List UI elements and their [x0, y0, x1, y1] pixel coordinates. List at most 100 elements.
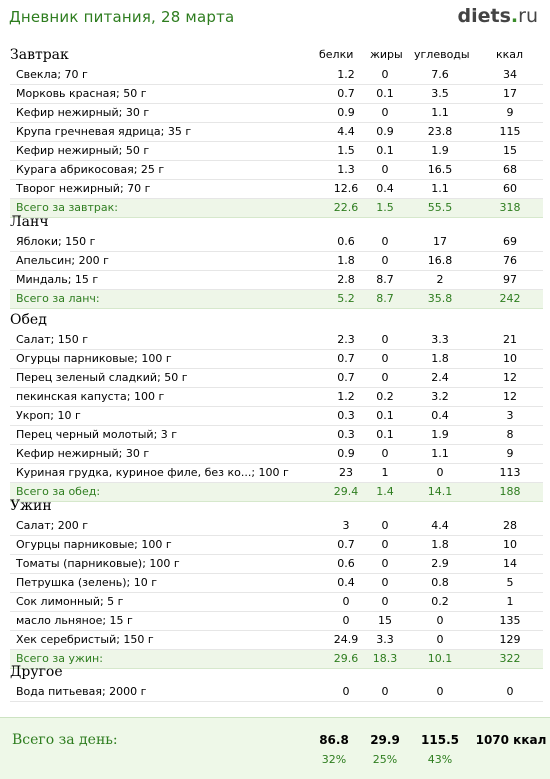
- kcal-cell: 17: [503, 87, 517, 100]
- protein-cell: 23: [339, 466, 353, 479]
- carbs-cell: 3.3: [431, 333, 449, 346]
- protein-cell: 22.6: [333, 201, 359, 214]
- carbs-cell: 7.6: [431, 68, 449, 81]
- food-row[interactable]: Кефир нежирный; 30 г 0.9 0 1.1 9: [10, 104, 543, 123]
- food-name: Курага абрикосовая; 25 г: [16, 163, 165, 176]
- fat-cell: 0: [381, 595, 389, 608]
- food-name: Яблоки; 150 г: [16, 235, 96, 248]
- food-row[interactable]: Хек серебристый; 150 г 24.9 3.3 0 129: [10, 631, 543, 650]
- section-total-row: Всего за ужин: 29.6 18.3 10.1 322: [10, 650, 543, 669]
- food-row[interactable]: Крупа гречневая ядрица; 35 г 4.4 0.9 23.8 11…: [10, 123, 543, 142]
- protein-cell: 3: [342, 519, 350, 532]
- food-name: Кефир нежирный; 50 г: [16, 144, 150, 157]
- fat-cell: 0: [381, 447, 389, 460]
- fat-cell: 0: [381, 557, 389, 570]
- food-row[interactable]: Апельсин; 200 г 1.8 0 16.8 76: [10, 252, 543, 271]
- food-row[interactable]: Укроп; 10 г 0.3 0.1 0.4 3: [10, 407, 543, 426]
- food-row[interactable]: Томаты (парниковые); 100 г 0.6 0 2.9 14: [10, 555, 543, 574]
- food-row[interactable]: Перец черный молотый; 3 г 0.3 0.1 1.9 8: [10, 426, 543, 445]
- carbs-cell: 35.8: [427, 292, 453, 305]
- food-row[interactable]: Петрушка (зелень); 10 г 0.4 0 0.8 5: [10, 574, 543, 593]
- fat-cell: 0: [381, 538, 389, 551]
- page-header: Дневник питания, 28 марта diets.ru: [0, 0, 550, 36]
- protein-cell: 1.3: [337, 163, 355, 176]
- food-row[interactable]: Свекла; 70 г 1.2 0 7.6 34: [10, 66, 543, 85]
- section-total-label: Всего за завтрак:: [16, 201, 119, 214]
- carbs-cell: 1.9: [431, 428, 449, 441]
- protein-cell: 1.5: [337, 144, 355, 157]
- fat-cell: 0: [381, 68, 389, 81]
- kcal-cell: 68: [503, 163, 517, 176]
- carbs-cell: 1.1: [431, 182, 449, 195]
- page-title: Дневник питания, 28 марта: [9, 8, 235, 26]
- fat-cell: 8.7: [376, 273, 394, 286]
- fat-cell: 1.4: [376, 485, 394, 498]
- site-logo[interactable]: diets.ru: [458, 5, 538, 27]
- logo-tld: ru: [518, 5, 538, 27]
- section-title: Другое: [10, 664, 63, 680]
- food-row[interactable]: Перец зеленый сладкий; 50 г 0.7 0 2.4 12: [10, 369, 543, 388]
- day-total-kcal: 1070 ккал: [475, 733, 547, 747]
- section-title: Завтрак: [10, 47, 69, 63]
- protein-cell: 0.3: [337, 428, 355, 441]
- fat-cell: 0: [381, 254, 389, 267]
- col-header-protein: белки: [319, 48, 354, 61]
- kcal-cell: 10: [503, 352, 517, 365]
- protein-cell: 2.8: [337, 273, 355, 286]
- food-row[interactable]: Вода питьевая; 2000 г 0 0 0 0: [10, 683, 543, 702]
- protein-cell: 0.4: [337, 576, 355, 589]
- food-name: Кефир нежирный; 30 г: [16, 106, 150, 119]
- food-row[interactable]: Салат; 150 г 2.3 0 3.3 21: [10, 331, 543, 350]
- food-name: Кефир нежирный; 30 г: [16, 447, 150, 460]
- protein-cell: 1.8: [337, 254, 355, 267]
- carbs-cell: 0: [436, 614, 444, 627]
- kcal-cell: 9: [506, 447, 514, 460]
- kcal-cell: 1: [506, 595, 514, 608]
- carbs-cell: 1.8: [431, 538, 449, 551]
- carbs-cell: 0.2: [431, 595, 449, 608]
- food-row[interactable]: Миндаль; 15 г 2.8 8.7 2 97: [10, 271, 543, 290]
- food-row[interactable]: Огурцы парниковые; 100 г 0.7 0 1.8 10: [10, 350, 543, 369]
- food-row[interactable]: Огурцы парниковые; 100 г 0.7 0 1.8 10: [10, 536, 543, 555]
- food-row[interactable]: Салат; 200 г 3 0 4.4 28: [10, 517, 543, 536]
- fat-cell: 0.1: [376, 144, 394, 157]
- fat-cell: 18.3: [372, 652, 398, 665]
- fat-cell: 0: [381, 685, 389, 698]
- food-row[interactable]: Морковь красная; 50 г 0.7 0.1 3.5 17: [10, 85, 543, 104]
- protein-cell: 0.7: [337, 87, 355, 100]
- food-name: Салат; 150 г: [16, 333, 89, 346]
- section-rows: Салат; 200 г 3 0 4.4 28 Огурцы парниковые; 10…: [10, 517, 543, 669]
- food-name: масло льняное; 15 г: [16, 614, 133, 627]
- protein-cell: 29.6: [333, 652, 359, 665]
- protein-cell: 0.9: [337, 106, 355, 119]
- food-row[interactable]: Кефир нежирный; 30 г 0.9 0 1.1 9: [10, 445, 543, 464]
- fat-cell: 0: [381, 333, 389, 346]
- kcal-cell: 10: [503, 538, 517, 551]
- day-total-protein: 86.8: [319, 733, 349, 747]
- kcal-cell: 15: [503, 144, 517, 157]
- food-row[interactable]: Курага абрикосовая; 25 г 1.3 0 16.5 68: [10, 161, 543, 180]
- carbs-cell: 2.4: [431, 371, 449, 384]
- food-row[interactable]: масло льняное; 15 г 0 15 0 135: [10, 612, 543, 631]
- food-row[interactable]: Творог нежирный; 70 г 12.6 0.4 1.1 60: [10, 180, 543, 199]
- logo-dot: .: [510, 5, 519, 27]
- food-row[interactable]: пекинская капуста; 100 г 1.2 0.2 3.2 12: [10, 388, 543, 407]
- food-row[interactable]: Сок лимонный; 5 г 0 0 0.2 1: [10, 593, 543, 612]
- protein-cell: 0.3: [337, 409, 355, 422]
- carbs-cell: 0.4: [431, 409, 449, 422]
- section-total-label: Всего за ужин:: [16, 652, 103, 665]
- carbs-cell: 0.8: [431, 576, 449, 589]
- kcal-cell: 12: [503, 371, 517, 384]
- food-row[interactable]: Куриная грудка, куриное филе, без ко...;…: [10, 464, 543, 483]
- section-rows: Салат; 150 г 2.3 0 3.3 21 Огурцы парниковые; …: [10, 331, 543, 502]
- section-title: Ужин: [10, 498, 52, 514]
- kcal-cell: 8: [506, 428, 514, 441]
- fat-cell: 0.1: [376, 409, 394, 422]
- section-total-row: Всего за ланч: 5.2 8.7 35.8 242: [10, 290, 543, 309]
- kcal-cell: 115: [499, 125, 521, 138]
- food-row[interactable]: Яблоки; 150 г 0.6 0 17 69: [10, 233, 543, 252]
- section-title: Обед: [10, 312, 47, 328]
- food-row[interactable]: Кефир нежирный; 50 г 1.5 0.1 1.9 15: [10, 142, 543, 161]
- food-name: пекинская капуста; 100 г: [16, 390, 165, 403]
- fat-cell: 0: [381, 352, 389, 365]
